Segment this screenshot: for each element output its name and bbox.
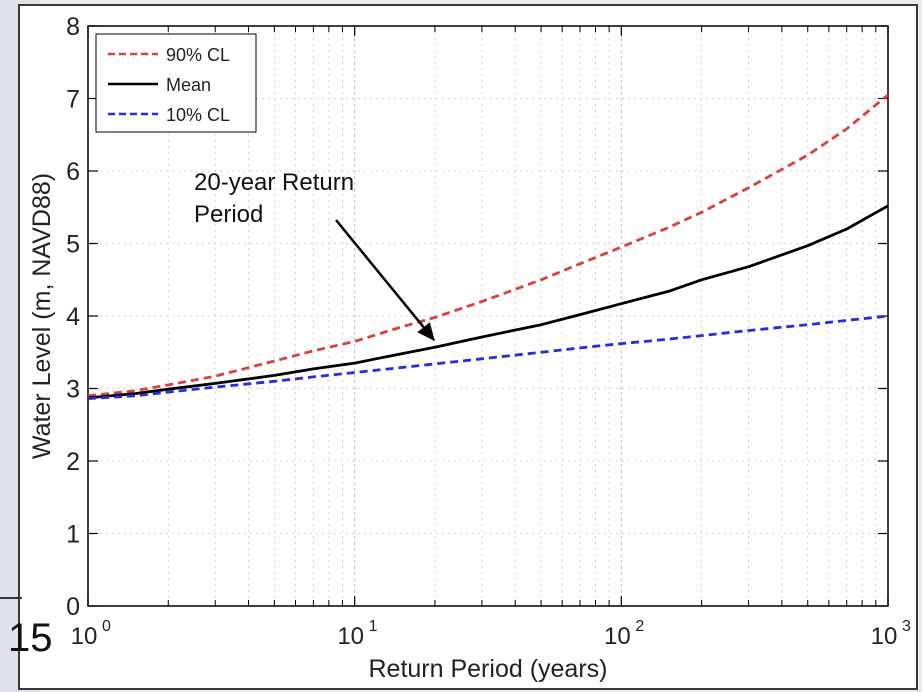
legend-label-90cl: 90% CL <box>166 45 230 65</box>
y-tick-label: 8 <box>66 13 80 41</box>
annotation-line-2: Period <box>194 201 263 228</box>
legend: 90% CL Mean 10% CL <box>95 33 257 133</box>
slide-divider <box>0 597 22 599</box>
y-tick-label: 2 <box>66 448 80 476</box>
series-line-10-cl <box>87 314 889 400</box>
slide-number: 15 <box>8 616 53 660</box>
series-line-mean <box>87 204 889 400</box>
x-tick-label: 10 <box>871 623 898 650</box>
x-tick-label: 10 <box>71 623 98 650</box>
x-tick-exponent: 2 <box>635 618 644 635</box>
annotation: 20-year Return Period <box>194 169 435 342</box>
y-tick-label: 4 <box>66 303 80 331</box>
y-axis-label: Water Level (m, NAVD88) <box>28 173 56 459</box>
legend-label-10cl: 10% CL <box>166 105 230 125</box>
y-tick-label: 7 <box>66 86 80 114</box>
annotation-arrowhead <box>417 322 435 342</box>
series-line-90-cl <box>87 93 889 398</box>
annotation-line-1: 20-year Return <box>194 169 354 196</box>
y-tick-label: 3 <box>66 376 80 404</box>
x-tick-label: 10 <box>604 623 631 650</box>
y-tick-label: 1 <box>66 521 80 549</box>
legend-label-mean: Mean <box>166 75 211 95</box>
x-tick-exponent: 1 <box>369 618 378 635</box>
x-tick-exponent: 3 <box>902 618 911 635</box>
y-tick-label: 6 <box>66 158 80 186</box>
y-tick-label: 0 <box>66 593 80 621</box>
x-tick-label: 10 <box>337 623 364 650</box>
annotation-arrow <box>335 219 425 328</box>
y-tick-label: 5 <box>66 231 80 259</box>
x-axis-label: Return Period (years) <box>369 655 608 683</box>
series-lines <box>87 93 889 400</box>
x-tick-exponent: 0 <box>102 618 111 635</box>
